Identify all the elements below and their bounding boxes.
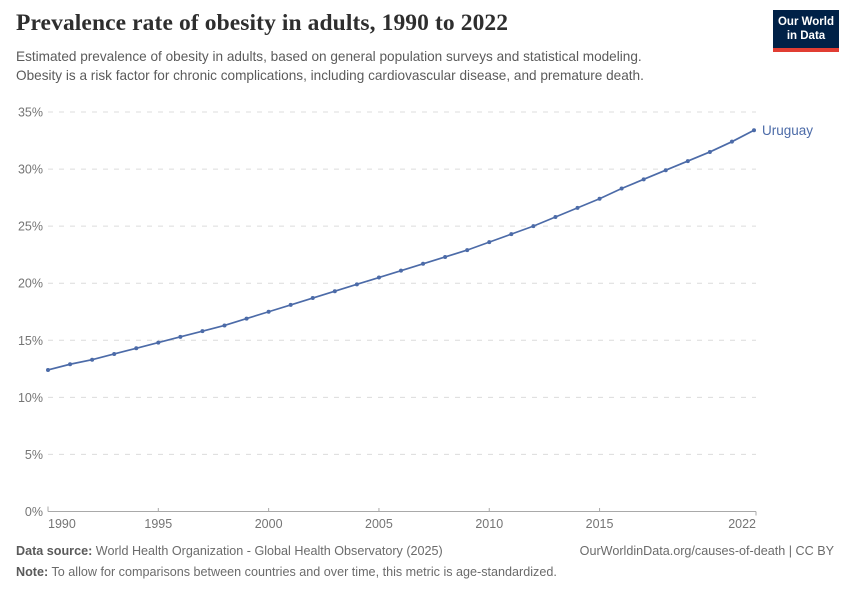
data-point	[112, 351, 117, 356]
y-tick-label: 25%	[18, 220, 43, 234]
data-point	[178, 334, 183, 339]
data-point	[619, 186, 624, 191]
chart-plot-area: 0% 5% 10% 15% 20% 25% 30% 35% 1990 1995 2000 2005 20…	[0, 90, 850, 535]
y-tick-label: 15%	[18, 334, 43, 348]
data-point	[354, 282, 359, 287]
data-point	[597, 196, 602, 201]
data-point	[90, 357, 95, 362]
data-point	[663, 168, 668, 173]
data-source-label: Data source:	[16, 544, 93, 558]
owid-url-link[interactable]: OurWorldinData.org/causes-of-death | CC …	[579, 544, 834, 558]
chart-footer: Data source: World Health Organization -…	[16, 541, 834, 583]
data-point	[376, 275, 381, 280]
data-point	[707, 149, 712, 154]
series-label: Uruguay	[762, 123, 813, 138]
data-point	[288, 302, 293, 307]
data-source-text: World Health Organization - Global Healt…	[95, 544, 443, 558]
data-point	[641, 177, 646, 182]
data-point	[134, 346, 139, 351]
line-chart: 0% 5% 10% 15% 20% 25% 30% 35% 1990 1995 2000 2005 20…	[18, 106, 813, 532]
x-tick-label: 2000	[255, 517, 283, 531]
data-point	[509, 232, 514, 237]
data-point	[729, 139, 734, 144]
data-source: Data source: World Health Organization -…	[16, 541, 443, 562]
data-point	[200, 329, 205, 334]
x-tick-label: 2010	[475, 517, 503, 531]
x-tick-label: 1990	[48, 517, 76, 531]
owid-logo-line2: in Data	[786, 29, 826, 42]
y-tick-label: 5%	[25, 448, 43, 462]
data-point	[487, 240, 492, 245]
y-tick-label: 20%	[18, 277, 43, 291]
y-tick-label: 35%	[18, 106, 43, 120]
data-line	[47, 129, 755, 371]
chart-note-label: Note:	[16, 565, 49, 579]
data-point	[443, 254, 448, 259]
data-point	[575, 205, 580, 210]
x-tick-label: 1995	[144, 517, 172, 531]
data-point	[399, 268, 403, 273]
chart-subtitle-line2: Obesity is a risk factor for chronic com…	[16, 67, 644, 83]
owid-logo-line1: Our World	[777, 16, 834, 28]
owid-logo: Our World in Data	[773, 10, 839, 52]
data-point	[531, 224, 536, 229]
data-point	[244, 316, 249, 321]
chart-subtitle: Estimated prevalence of obesity in adult…	[16, 48, 756, 86]
data-point	[685, 159, 690, 164]
data-point	[421, 261, 426, 266]
page-title: Prevalence rate of obesity in adults, 19…	[16, 10, 509, 36]
chart-note: Note: To allow for comparisons between c…	[16, 562, 557, 583]
chart-subtitle-line1: Estimated prevalence of obesity in adult…	[16, 49, 642, 64]
chart-note-text: To allow for comparisons between countri…	[51, 565, 557, 579]
x-tick-label: 2022	[728, 517, 756, 531]
data-point	[465, 248, 470, 253]
data-point	[553, 215, 558, 220]
y-tick-label: 0%	[25, 505, 43, 519]
data-point	[46, 367, 50, 372]
data-point	[310, 296, 315, 301]
data-point	[332, 289, 337, 294]
data-point	[752, 128, 756, 133]
y-tick-label: 30%	[18, 163, 43, 177]
data-point	[222, 323, 227, 328]
x-tick-label: 2005	[365, 517, 393, 531]
x-tick-label: 2015	[586, 517, 614, 531]
data-point	[68, 362, 73, 367]
y-tick-label: 10%	[18, 391, 43, 405]
data-point	[156, 340, 161, 345]
data-point	[266, 309, 271, 314]
